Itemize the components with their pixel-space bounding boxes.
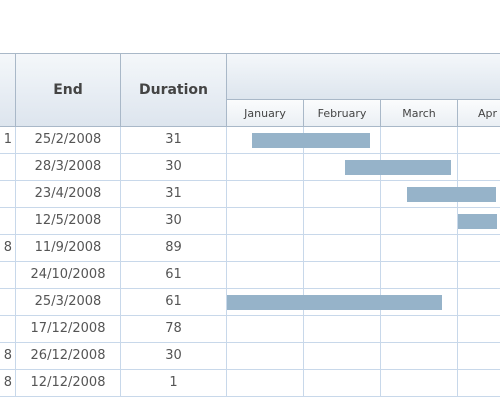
end-date-cell: 25/2/2008 — [16, 127, 121, 153]
month-gridline — [457, 127, 458, 153]
duration-cell: 30 — [121, 208, 227, 234]
month-january: January — [227, 100, 304, 127]
task-row[interactable]: 8 12/12/2008 1 — [0, 370, 500, 397]
header-duration-label: Duration — [138, 82, 208, 98]
month-gridline — [380, 127, 381, 153]
month-gridline — [457, 343, 458, 369]
start-cell: 8 — [0, 343, 16, 369]
task-row[interactable]: 12/5/2008 30 — [0, 208, 500, 235]
header-end-column[interactable]: End — [16, 54, 121, 127]
month-gridline — [380, 235, 381, 261]
start-cell: 8 — [0, 370, 16, 396]
end-date-cell: 12/5/2008 — [16, 208, 121, 234]
end-date-cell: 12/12/2008 — [16, 370, 121, 396]
month-gridline — [457, 208, 458, 234]
header-duration-column[interactable]: Duration — [121, 54, 227, 127]
gantt-bar[interactable] — [227, 295, 442, 310]
month-march: March — [381, 100, 458, 127]
duration-cell: 61 — [121, 262, 227, 288]
end-date-cell: 11/9/2008 — [16, 235, 121, 261]
gantt-bar[interactable] — [252, 133, 371, 148]
task-row[interactable]: 8 11/9/2008 89 — [0, 235, 500, 262]
task-row[interactable]: 1 25/2/2008 31 — [0, 127, 500, 154]
start-cell — [0, 289, 16, 315]
task-row[interactable]: 8 26/12/2008 30 — [0, 343, 500, 370]
month-gridline — [303, 181, 304, 207]
header-timeline — [227, 54, 500, 100]
duration-cell: 31 — [121, 127, 227, 153]
month-gridline — [457, 289, 458, 315]
month-gridline — [303, 208, 304, 234]
task-row[interactable]: 24/10/2008 61 — [0, 262, 500, 289]
gantt-bar[interactable] — [344, 160, 452, 175]
month-gridline — [303, 343, 304, 369]
month-gridline — [380, 262, 381, 288]
end-date-cell: 23/4/2008 — [16, 181, 121, 207]
month-gridline — [457, 316, 458, 342]
month-gridline — [380, 181, 381, 207]
month-april: Apr — [458, 100, 500, 127]
month-gridline — [457, 370, 458, 396]
start-cell: 8 — [0, 235, 16, 261]
month-gridline — [457, 262, 458, 288]
gantt-bar[interactable] — [407, 187, 497, 202]
duration-cell: 30 — [121, 154, 227, 180]
duration-cell: 89 — [121, 235, 227, 261]
start-cell — [0, 208, 16, 234]
start-cell: 1 — [0, 127, 16, 153]
task-row[interactable]: 17/12/2008 78 — [0, 316, 500, 343]
month-gridline — [303, 154, 304, 180]
end-date-cell: 28/3/2008 — [16, 154, 121, 180]
duration-cell: 78 — [121, 316, 227, 342]
start-cell — [0, 181, 16, 207]
end-date-cell: 25/3/2008 — [16, 289, 121, 315]
header-end-label: End — [53, 82, 83, 98]
month-gridline — [380, 208, 381, 234]
duration-cell: 1 — [121, 370, 227, 396]
month-gridline — [303, 235, 304, 261]
month-gridline — [303, 262, 304, 288]
end-date-cell: 17/12/2008 — [16, 316, 121, 342]
end-date-cell: 24/10/2008 — [16, 262, 121, 288]
month-gridline — [380, 316, 381, 342]
month-gridline — [303, 316, 304, 342]
grid-top-border — [0, 53, 500, 54]
task-row[interactable]: 25/3/2008 61 — [0, 289, 500, 316]
task-row[interactable]: 28/3/2008 30 — [0, 154, 500, 181]
month-february: February — [304, 100, 381, 127]
month-gridline — [457, 235, 458, 261]
duration-cell: 30 — [121, 343, 227, 369]
task-row[interactable]: 23/4/2008 31 — [0, 181, 500, 208]
gantt-bar[interactable] — [458, 214, 497, 229]
month-gridline — [303, 370, 304, 396]
month-gridline — [380, 343, 381, 369]
month-gridline — [380, 370, 381, 396]
start-cell — [0, 262, 16, 288]
start-cell — [0, 154, 16, 180]
duration-cell: 61 — [121, 289, 227, 315]
start-cell — [0, 316, 16, 342]
month-gridline — [457, 154, 458, 180]
duration-cell: 31 — [121, 181, 227, 207]
header-start-column[interactable] — [0, 54, 16, 127]
end-date-cell: 26/12/2008 — [16, 343, 121, 369]
